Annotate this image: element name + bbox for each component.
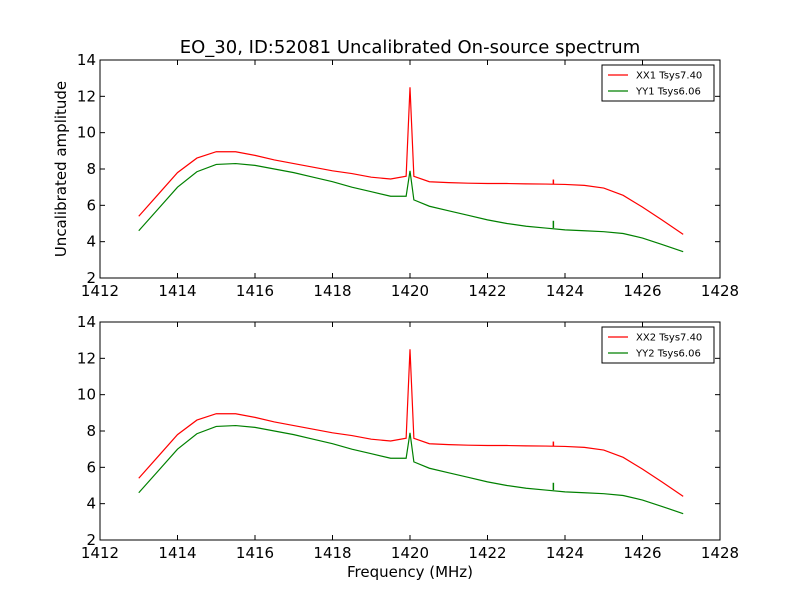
x-axis-label: Frequency (MHz) (347, 563, 473, 581)
x-tick-label: 1426 (623, 544, 661, 562)
y-tick-label: 6 (86, 458, 96, 476)
bottom-panel: 1412 1414 1416 1418 1420 1422 1424 1426 14282468… (77, 313, 739, 581)
y-tick-label: 8 (86, 160, 96, 178)
series-line-red (138, 349, 684, 497)
legend-entry: YY1 Tsys6.06 (635, 87, 701, 98)
x-tick-label: 1412 (81, 282, 119, 300)
y-tick-label: 2 (86, 531, 96, 549)
series-line-green (138, 162, 684, 253)
y-tick-label: 12 (77, 87, 96, 105)
x-tick-label: 1422 (468, 282, 506, 300)
y-tick-label: 6 (86, 196, 96, 214)
y-tick-label: 14 (77, 313, 96, 331)
legend-entry: XX1 Tsys7.40 (636, 71, 702, 82)
y-tick-label: 4 (86, 495, 96, 513)
x-tick-label: 1414 (158, 544, 196, 562)
y-axis-label: Uncalibrated amplitude (52, 81, 70, 257)
y-tick-label: 2 (86, 269, 96, 287)
y-tick-label: 4 (86, 233, 96, 251)
x-tick-label: 1420 (391, 544, 429, 562)
x-tick-label: 1422 (468, 544, 506, 562)
legend-box (601, 64, 715, 102)
y-tick-label: 12 (77, 349, 96, 367)
y-tick-label: 10 (77, 386, 96, 404)
legend-entry: YY2 Tsys6.06 (635, 349, 701, 360)
x-tick-label: 1426 (623, 282, 661, 300)
x-tick-label: 1416 (236, 282, 274, 300)
x-tick-label: 1418 (313, 544, 351, 562)
legend-entry: XX2 Tsys7.40 (636, 333, 702, 344)
series-line-green (138, 424, 684, 515)
y-tick-label: 8 (86, 422, 96, 440)
x-tick-label: 1428 (701, 544, 739, 562)
top-panel: 1412 1414 1416 1418 1420 1422 1424 1426 14282468… (52, 51, 739, 300)
x-tick-label: 1414 (158, 282, 196, 300)
figure-title: EO_30, ID:52081 Uncalibrated On-source s… (180, 37, 641, 58)
x-tick-label: 1424 (546, 544, 584, 562)
x-tick-label: 1418 (313, 282, 351, 300)
y-tick-label: 14 (77, 51, 96, 69)
x-tick-label: 1424 (546, 282, 584, 300)
legend-box (601, 326, 715, 364)
x-tick-label: 1412 (81, 544, 119, 562)
x-tick-label: 1420 (391, 282, 429, 300)
x-tick-label: 1416 (236, 544, 274, 562)
series-line-red (138, 87, 684, 235)
x-tick-label: 1428 (701, 282, 739, 300)
y-tick-label: 10 (77, 124, 96, 142)
